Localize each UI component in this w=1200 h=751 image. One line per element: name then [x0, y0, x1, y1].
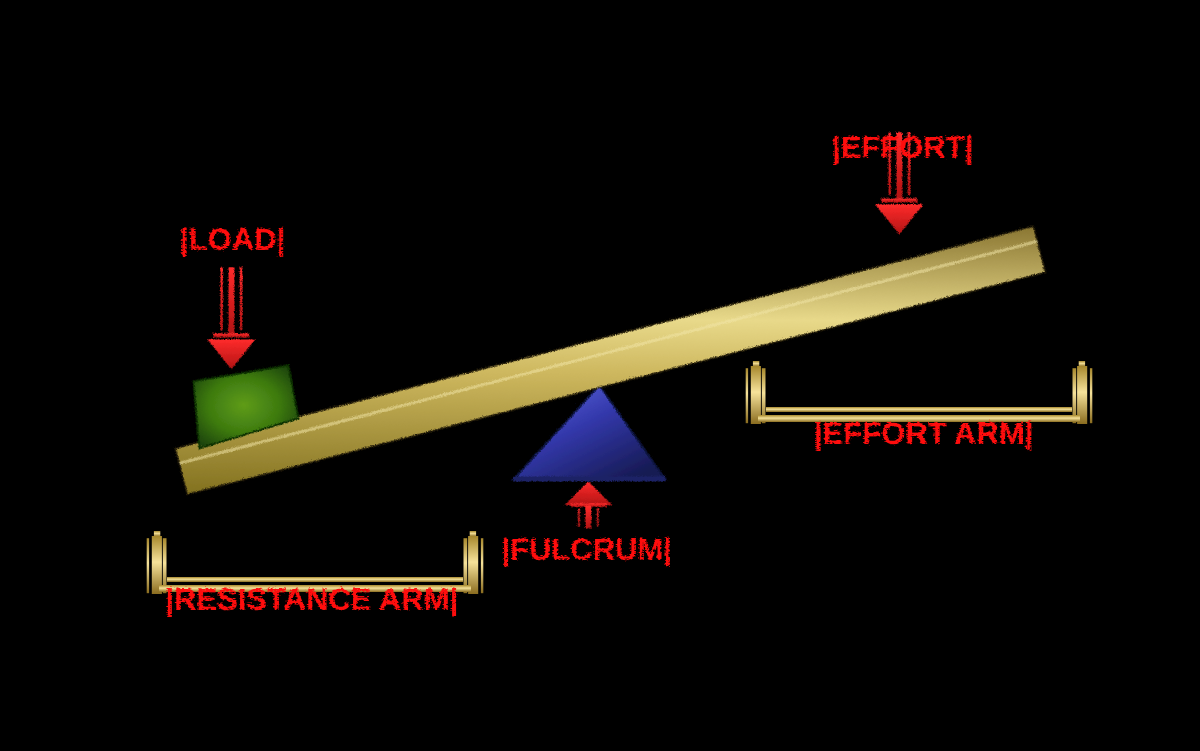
svg-text:|EFFORT ARM|: |EFFORT ARM|	[812, 414, 1031, 449]
svg-text:|LOAD|: |LOAD|	[178, 220, 283, 255]
svg-text:|EFFORT|: |EFFORT|	[830, 128, 971, 163]
svg-text:|FULCRUM|: |FULCRUM|	[500, 530, 671, 565]
svg-text:|RESISTANCE ARM|: |RESISTANCE ARM|	[164, 580, 457, 615]
